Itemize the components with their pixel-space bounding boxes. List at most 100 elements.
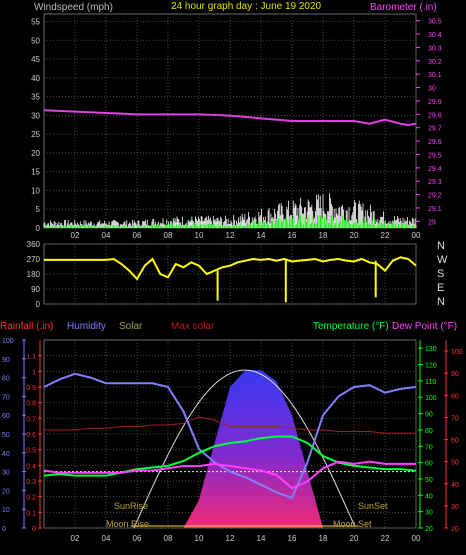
wind-x-ticks: 02 04 06 08 10 12 14 16 18 20 22 00 [71, 231, 421, 240]
humidity-tick-label: 100 [2, 338, 14, 345]
multi-x-tick-label: 08 [164, 534, 173, 543]
max-solar-label: Max solar [171, 321, 215, 332]
temperature-tick-label: 100 [425, 395, 437, 402]
windspeed-label: Windspeed (mph) [34, 2, 113, 13]
multi-x-tick-label: 18 [319, 534, 328, 543]
rainfall-tick-label: 0.9 [26, 385, 36, 392]
dew-point-tick-label: 90 [451, 371, 459, 378]
wind-x-tick-label: 22 [381, 231, 390, 240]
rainfall-tick-label: 0.6 [26, 432, 36, 439]
multi-x-tick-label: 12 [226, 534, 235, 543]
humidity-tick-label: 30 [2, 470, 10, 477]
barometer-tick-label: 29.5 [428, 152, 442, 159]
temperature-tick-label: 20 [425, 526, 433, 533]
multi-x-tick-label: 14 [257, 534, 266, 543]
multi-x-tick-label: 22 [381, 534, 390, 543]
compass-letter: E [437, 282, 444, 294]
wind-series [43, 109, 417, 228]
rainfall-tick-label: 0.3 [26, 479, 36, 486]
rainfall-tick-label: 0.8 [26, 401, 36, 408]
direction-grid [44, 243, 417, 305]
rainfall-tick-label: 0.2 [26, 495, 36, 502]
wind-x-tick-label: 06 [133, 231, 142, 240]
humidity-label: Humidity [67, 321, 106, 332]
moonrise-label: Moon Rise [106, 519, 149, 529]
windspeed-tick-label: 30 [31, 111, 40, 120]
temperature-tick-label: 50 [425, 477, 433, 484]
direction-tick-label: 90 [31, 285, 40, 294]
humidity-tick-label: 10 [2, 507, 10, 514]
barometer-label: Barometer (.in) [370, 2, 437, 13]
barometer-tick-label: 29.2 [428, 193, 442, 200]
barometer-tick-label: 30.1 [428, 72, 442, 79]
direction-tick-label: 0 [36, 300, 41, 309]
windspeed-axis: 0 5 10 15 20 25 30 35 40 45 50 55 [31, 18, 40, 233]
temperature-tick-label: 30 [425, 510, 433, 517]
wind-x-tick-label: 00 [412, 231, 421, 240]
humidity-tick-label: 20 [2, 488, 10, 495]
dew-point-tick-label: 60 [451, 438, 459, 445]
barometer-tick-label: 29.8 [428, 112, 442, 119]
rainfall-tick-label: 0.1 [26, 510, 36, 517]
barometer-line [43, 109, 417, 127]
dew-point-line [43, 460, 416, 490]
windspeed-tick-label: 20 [31, 149, 40, 158]
wind-x-tick-label: 08 [164, 231, 173, 240]
direction-axis: 360 270 180 90 0 [27, 240, 41, 309]
temperature-tick-label: 90 [425, 412, 433, 419]
humidity-tick-label: 40 [2, 451, 10, 458]
windspeed-tick-label: 45 [31, 55, 40, 64]
windspeed-tick-label: 55 [31, 18, 40, 27]
wind-x-tick-label: 12 [226, 231, 235, 240]
rainfall-tick-label: 0.4 [26, 463, 36, 470]
moonset-label: Moon Set [333, 519, 372, 529]
dew-point-tick-label: 100 [451, 349, 463, 356]
temperature-tick-label: 60 [425, 461, 433, 468]
multi-axes: 0 10 20 30 40 50 60 70 80 90 100 0 0.1 0.2 0.3 0.4 0.5 0.… [2, 338, 463, 533]
graph-title: 24 hour graph day : June 19 2020 [171, 1, 322, 12]
dew-point-tick-label: 70 [451, 415, 459, 422]
wind-x-tick-label: 04 [102, 231, 111, 240]
multi-x-tick-label: 00 [412, 534, 421, 543]
sunset-label: SunSet [358, 501, 388, 511]
windspeed-tick-label: 0 [36, 224, 41, 233]
barometer-tick-label: 30 [428, 86, 436, 93]
windspeed-tick-label: 40 [31, 74, 40, 83]
dew-point-tick-label: 50 [451, 460, 459, 467]
windspeed-tick-label: 35 [31, 93, 40, 102]
multi-series [43, 369, 417, 529]
compass-letter: S [437, 268, 444, 280]
temperature-tick-label: 110 [425, 379, 436, 386]
barometer-tick-label: 29.6 [428, 139, 442, 146]
humidity-tick-label: 60 [2, 413, 10, 420]
windspeed-tick-label: 15 [31, 168, 40, 177]
direction-tick-label: 270 [27, 255, 41, 264]
rainfall-label: Rainfall (.in) [0, 321, 53, 332]
rainfall-tick-label: 1 [32, 369, 36, 376]
windspeed-tick-label: 5 [36, 205, 41, 214]
temperature-tick-label: 120 [425, 363, 437, 370]
wind-plot-frame [43, 13, 417, 229]
wind-x-tick-label: 18 [319, 231, 328, 240]
compass-letter: N [437, 240, 445, 252]
barometer-tick-label: 29 [428, 219, 436, 226]
multi-x-tick-label: 10 [195, 534, 204, 543]
rainfall-tick-label: 0.5 [26, 448, 36, 455]
rainfall-tick-label: 1.1 [26, 354, 36, 361]
solar-area [44, 370, 416, 528]
barometer-tick-label: 30.5 [428, 19, 442, 26]
windspeed-tick-label: 50 [31, 36, 40, 45]
rainfall-tick-label: 0.7 [26, 416, 36, 423]
barometer-axis: 29 29.1 29.2 29.3 29.4 29.5 29.6 29.7 29.8 29.9 30… [416, 19, 442, 226]
barometer-tick-label: 29.9 [428, 99, 442, 106]
rainfall-tick-label: 0 [32, 526, 36, 533]
temperature-label: Temperature (°F) [313, 321, 389, 332]
multi-x-ticks: 02 04 06 08 10 12 14 16 18 20 22 00 [71, 534, 421, 543]
barometer-tick-label: 29.4 [428, 166, 442, 173]
dew-point-tick-label: 30 [451, 504, 459, 511]
wind-x-tick-label: 10 [195, 231, 204, 240]
barometer-tick-label: 29.1 [428, 206, 442, 213]
